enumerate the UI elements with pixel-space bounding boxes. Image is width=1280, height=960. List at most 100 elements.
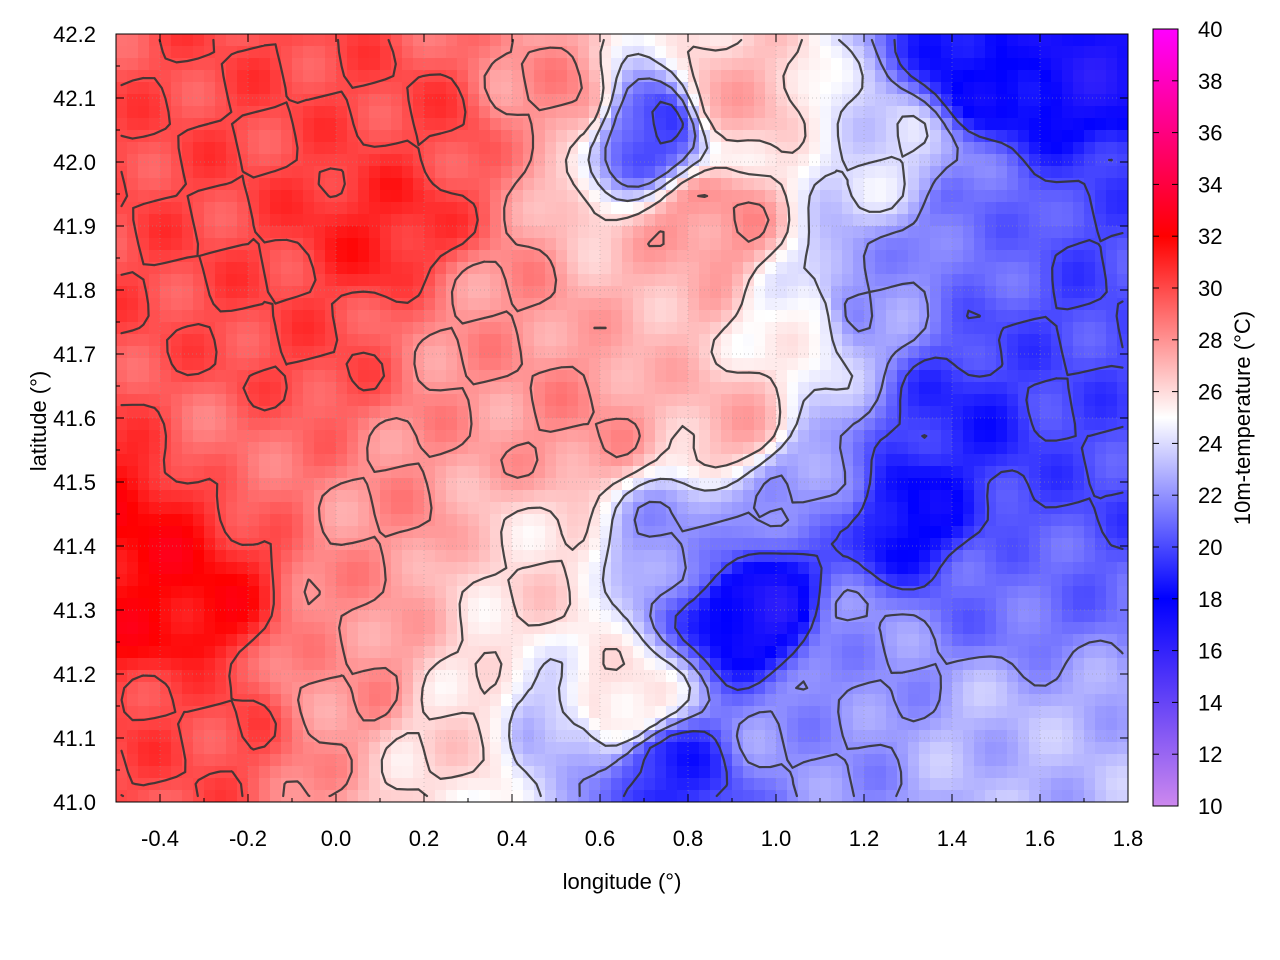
heatmap-cell [985, 478, 997, 491]
heatmap-cell [820, 526, 832, 539]
heatmap-cell [160, 154, 172, 167]
heatmap-cell [798, 406, 810, 419]
heatmap-cell [743, 562, 755, 575]
heatmap-cell [908, 466, 920, 479]
heatmap-cell [1117, 526, 1128, 539]
heatmap-cell [1018, 622, 1030, 635]
heatmap-cell [160, 658, 172, 671]
heatmap-cell [402, 646, 414, 659]
heatmap-cell [1040, 70, 1052, 83]
heatmap-cell [413, 382, 425, 395]
heatmap-cell [314, 658, 326, 671]
heatmap-cell [787, 310, 799, 323]
heatmap-cell [490, 562, 502, 575]
heatmap-cell [369, 622, 381, 635]
heatmap-cell [820, 550, 832, 563]
heatmap-cell [479, 562, 491, 575]
heatmap-cell [743, 370, 755, 383]
heatmap-cell [336, 190, 348, 203]
heatmap-cell [886, 250, 898, 263]
heatmap-cell [490, 70, 502, 83]
heatmap-cell [776, 190, 788, 203]
heatmap-cell [314, 58, 326, 71]
heatmap-cell [303, 70, 315, 83]
heatmap-cell [919, 310, 931, 323]
heatmap-cell [193, 490, 205, 503]
heatmap-cell [303, 490, 315, 503]
heatmap-cell [963, 562, 975, 575]
heatmap-cell [974, 214, 986, 227]
heatmap-cell [424, 682, 436, 695]
heatmap-cell [127, 262, 139, 275]
heatmap-cell [171, 262, 183, 275]
heatmap-cell [710, 418, 722, 431]
heatmap-cell [138, 622, 150, 635]
heatmap-cell [182, 334, 194, 347]
heatmap-cell [149, 562, 161, 575]
heatmap-cell [930, 190, 942, 203]
heatmap-cell [501, 334, 513, 347]
heatmap-cell [490, 622, 502, 635]
heatmap-cell [688, 34, 700, 47]
heatmap-cell [875, 634, 887, 647]
heatmap-cell [369, 586, 381, 599]
heatmap-cell [490, 274, 502, 287]
heatmap-cell [446, 538, 458, 551]
heatmap-cell [798, 166, 810, 179]
heatmap-cell [842, 454, 854, 467]
heatmap-cell [886, 490, 898, 503]
heatmap-cell [600, 430, 612, 443]
heatmap-cell [512, 250, 524, 263]
heatmap-cell [974, 34, 986, 47]
heatmap-cell [281, 622, 293, 635]
heatmap-cell [1029, 298, 1041, 311]
heatmap-cell [776, 550, 788, 563]
heatmap-cell [182, 622, 194, 635]
heatmap-cell [545, 178, 557, 191]
heatmap-cell [798, 454, 810, 467]
heatmap-cell [193, 46, 205, 59]
heatmap-cell [259, 514, 271, 527]
heatmap-cell [1040, 250, 1052, 263]
heatmap-cell [358, 370, 370, 383]
heatmap-cell [424, 274, 436, 287]
heatmap-cell [446, 490, 458, 503]
heatmap-cell [787, 670, 799, 683]
heatmap-cell [941, 274, 953, 287]
heatmap-cell [809, 286, 821, 299]
heatmap-cell [600, 502, 612, 515]
heatmap-cell [853, 526, 865, 539]
heatmap-cell [171, 370, 183, 383]
heatmap-cell [248, 586, 260, 599]
heatmap-cell [270, 478, 282, 491]
heatmap-cell [424, 154, 436, 167]
heatmap-cell [952, 586, 964, 599]
heatmap-cell [160, 478, 172, 491]
heatmap-cell [996, 586, 1008, 599]
heatmap-cell [908, 442, 920, 455]
heatmap-cell [237, 118, 249, 131]
heatmap-cell [677, 82, 689, 95]
heatmap-cell [501, 34, 513, 47]
heatmap-cell [160, 550, 172, 563]
heatmap-cell [611, 466, 623, 479]
heatmap-cell [743, 166, 755, 179]
heatmap-cell [303, 154, 315, 167]
heatmap-cell [589, 514, 601, 527]
heatmap-cell [721, 142, 733, 155]
heatmap-cell [688, 322, 700, 335]
heatmap-cell [732, 598, 744, 611]
heatmap-cell [622, 382, 634, 395]
heatmap-cell [798, 358, 810, 371]
heatmap-cell [1029, 610, 1041, 623]
heatmap-cell [699, 226, 711, 239]
heatmap-cell [908, 82, 920, 95]
heatmap-cell [1029, 154, 1041, 167]
heatmap-cell [149, 418, 161, 431]
heatmap-cell [281, 478, 293, 491]
heatmap-cell [413, 574, 425, 587]
heatmap-cell [831, 538, 843, 551]
heatmap-cell [655, 310, 667, 323]
heatmap-cell [127, 382, 139, 395]
heatmap-cell [798, 478, 810, 491]
